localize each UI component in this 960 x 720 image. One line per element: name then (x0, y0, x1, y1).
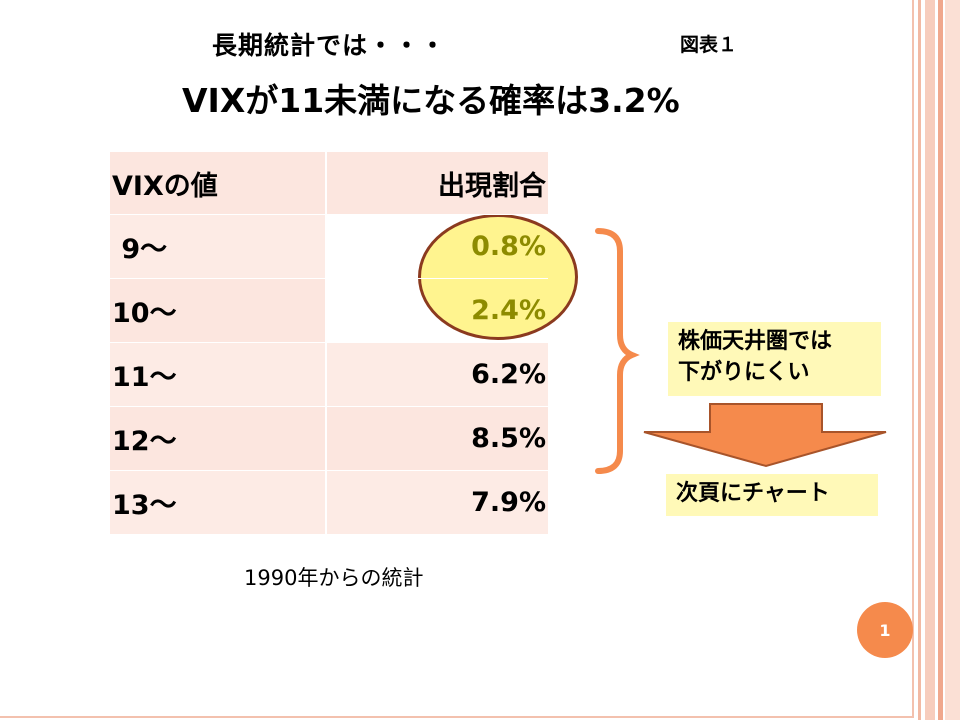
decor-stripe (925, 0, 935, 720)
figure-label: 図表１ (680, 34, 738, 56)
ratio-text: 0.8% (471, 231, 546, 262)
slide-frame (0, 0, 914, 718)
vix-value: 11～ (110, 343, 327, 406)
callout-line-1: 株価天井圏では (678, 329, 833, 354)
ratio-text: 2.4% (471, 295, 546, 326)
slide-title: VIXが11未満になる確率は3.2% (182, 81, 680, 120)
decor-stripe (938, 0, 943, 720)
ratio-value: 6.2% (327, 343, 548, 406)
table-row: 11～ 6.2% (110, 343, 548, 407)
vix-value: 9～ (110, 215, 327, 278)
vix-table: VIXの値 出現割合 9～ 0.8% 10～ 2.4% 11～ 6.2% 12～… (110, 152, 548, 535)
ratio-value: 2.4% (327, 279, 548, 342)
decor-stripe (918, 0, 921, 720)
callout-note: 株価天井圏では 下がりにくい (668, 322, 881, 396)
vix-value: 12～ (110, 407, 327, 470)
decor-stripe (945, 0, 960, 720)
ratio-value: 0.8% (327, 215, 548, 278)
header-vix: VIXの値 (110, 152, 327, 214)
table-row: 12～ 8.5% (110, 407, 548, 471)
down-arrow-icon (643, 403, 887, 468)
ratio-value: 8.5% (327, 407, 548, 470)
vix-value: 13～ (110, 471, 327, 534)
source-note: 1990年からの統計 (244, 566, 424, 590)
page-number-badge: 1 (857, 602, 913, 658)
highlight-ellipse (418, 214, 578, 340)
vix-value: 10～ (110, 279, 327, 342)
slide-subtitle: 長期統計では・・・ (212, 31, 447, 60)
table-row: 10～ 2.4% (110, 279, 548, 343)
table-header-row: VIXの値 出現割合 (110, 152, 548, 215)
callout-line-2: 下がりにくい (678, 360, 810, 385)
right-brace-icon (595, 228, 640, 474)
table-row: 13～ 7.9% (110, 471, 548, 535)
table-row: 9～ 0.8% (110, 215, 548, 279)
header-ratio: 出現割合 (327, 152, 548, 214)
ratio-value: 7.9% (327, 471, 548, 534)
next-page-note: 次頁にチャート (666, 474, 878, 516)
